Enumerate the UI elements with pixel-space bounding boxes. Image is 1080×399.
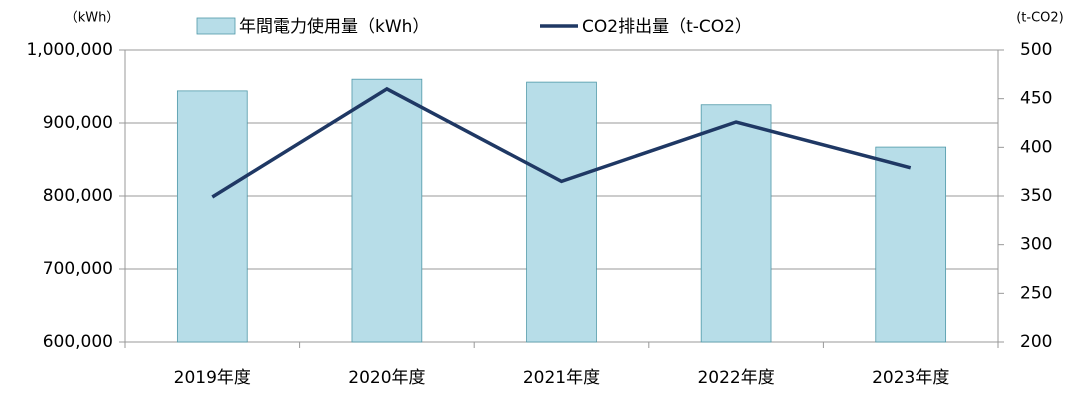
x-tick-label: 2022年度 bbox=[697, 368, 774, 388]
legend-label: CO2排出量（t-CO2） bbox=[582, 17, 752, 37]
bar bbox=[700, 104, 772, 343]
y2-tick-label: 300 bbox=[1020, 235, 1052, 255]
y2-tick-label: 450 bbox=[1020, 89, 1052, 109]
bar bbox=[351, 78, 423, 343]
y2-tick-label: 400 bbox=[1020, 137, 1052, 157]
y2-tick-label: 350 bbox=[1020, 186, 1052, 206]
x-tick-label: 2023年度 bbox=[872, 368, 949, 388]
line bbox=[211, 86, 912, 199]
x-tick-label: 2019年度 bbox=[174, 368, 251, 388]
y2-axis-unit: (t-CO2) bbox=[1016, 11, 1064, 26]
legend-swatch bbox=[196, 17, 236, 35]
bar bbox=[526, 81, 597, 343]
x-tick-label: 2020年度 bbox=[348, 368, 425, 388]
y2-tick-label: 250 bbox=[1020, 283, 1052, 303]
bar bbox=[875, 146, 947, 343]
bar bbox=[176, 90, 248, 343]
x-tick-label: 2021年度 bbox=[523, 368, 600, 388]
y-tick-label: 600,000 bbox=[43, 332, 113, 352]
y-tick-label: 900,000 bbox=[43, 113, 113, 133]
y-tick-label: 800,000 bbox=[43, 186, 113, 206]
legend-label: 年間電力使用量（kWh） bbox=[239, 16, 429, 37]
y-axis-unit: （kWh） bbox=[65, 11, 120, 26]
y2-tick-label: 200 bbox=[1020, 332, 1052, 352]
y-tick-label: 1,000,000 bbox=[26, 40, 113, 60]
y2-tick-label: 500 bbox=[1020, 40, 1052, 60]
y-tick-label: 700,000 bbox=[43, 259, 113, 279]
